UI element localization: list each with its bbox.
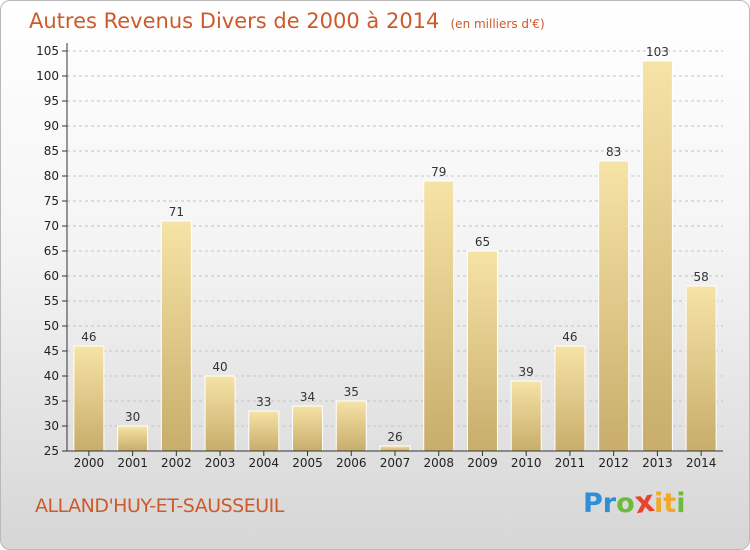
chart-title-unit: (en milliers d'€) [450, 17, 545, 31]
y-tick-label: 80 [44, 169, 59, 183]
y-tick-label: 90 [44, 119, 59, 133]
bar-2010 [510, 380, 542, 452]
bar-2012 [598, 160, 630, 452]
bar-2005 [292, 405, 324, 452]
brand-logo: Proxiti [583, 483, 693, 525]
bar-2006 [335, 400, 367, 452]
data-label-2006: 35 [344, 385, 359, 399]
data-label-2013: 103 [646, 45, 669, 59]
x-tick-label: 2007 [380, 456, 411, 470]
data-label-2002: 71 [169, 205, 184, 219]
y-tick-label: 95 [44, 94, 59, 108]
chart-title-main: Autres Revenus Divers de 2000 à 2014 [29, 9, 440, 33]
x-tick-label: 2009 [467, 456, 498, 470]
bar-2001 [117, 425, 149, 452]
bar-2000 [73, 345, 105, 452]
y-tick-label: 85 [44, 144, 59, 158]
y-tick-label: 55 [44, 294, 59, 308]
brand-letter: o [616, 488, 635, 519]
data-label-2014: 58 [693, 270, 708, 284]
y-tick-label: 25 [44, 444, 59, 458]
brand-letter: x [632, 483, 657, 522]
data-label-2003: 40 [212, 360, 227, 374]
brand-letter: r [602, 488, 617, 519]
y-tick-label: 65 [44, 244, 59, 258]
data-label-2009: 65 [475, 235, 490, 249]
x-tick-label: 2013 [642, 456, 673, 470]
y-tick-label: 100 [36, 69, 59, 83]
x-tick-label: 2012 [598, 456, 629, 470]
y-tick-label: 75 [44, 194, 59, 208]
x-tick-label: 2014 [686, 456, 717, 470]
bar-2003 [204, 375, 236, 452]
x-tick-label: 2000 [74, 456, 105, 470]
data-labels: 46 30 71 40 33 34 35 26 79 65 39 46 83 103 58 [81, 45, 709, 444]
x-tick-label: 2005 [292, 456, 323, 470]
y-tick-label: 35 [44, 394, 59, 408]
brand-letter: t [663, 488, 677, 519]
y-tick-label: 40 [44, 369, 59, 383]
axes: 25 30 35 40 45 50 55 60 65 70 75 80 85 90 95 100 105 2000… [36, 43, 723, 470]
x-tick-label: 2011 [555, 456, 586, 470]
y-tick-label: 45 [44, 344, 59, 358]
data-label-2001: 30 [125, 410, 140, 424]
data-label-2010: 39 [519, 365, 534, 379]
y-tick-label: 105 [36, 44, 59, 58]
bar-2004 [248, 410, 280, 452]
bar-2007 [379, 445, 411, 452]
y-tick-label: 60 [44, 269, 59, 283]
bar-2009 [466, 250, 498, 452]
bar-2014 [685, 285, 717, 452]
bar-2008 [423, 180, 455, 452]
y-tick-label: 50 [44, 319, 59, 333]
brand-letter: i [654, 488, 664, 519]
data-label-2004: 33 [256, 395, 271, 409]
x-tick-label: 2010 [511, 456, 542, 470]
data-label-2012: 83 [606, 145, 621, 159]
bar-2013 [641, 60, 673, 452]
y-tick-label: 30 [44, 419, 59, 433]
data-label-2008: 79 [431, 165, 446, 179]
brand-letter: i [676, 488, 686, 519]
data-label-2005: 34 [300, 390, 315, 404]
bar-2011 [554, 345, 586, 452]
chart-title: Autres Revenus Divers de 2000 à 2014 (en… [29, 9, 545, 33]
x-tick-label: 2003 [205, 456, 236, 470]
commune-name: ALLAND'HUY-ET-SAUSSEUIL [35, 495, 284, 517]
data-label-2007: 26 [387, 430, 402, 444]
x-tick-label: 2002 [161, 456, 192, 470]
data-label-2000: 46 [81, 330, 96, 344]
x-tick-label: 2001 [117, 456, 148, 470]
y-tick-label: 70 [44, 219, 59, 233]
brand-letter: P [583, 488, 603, 519]
x-tick-label: 2006 [336, 456, 367, 470]
x-tick-label: 2008 [423, 456, 454, 470]
bars [73, 60, 717, 452]
data-label-2011: 46 [562, 330, 577, 344]
x-tick-label: 2004 [249, 456, 280, 470]
bar-2002 [160, 220, 192, 452]
